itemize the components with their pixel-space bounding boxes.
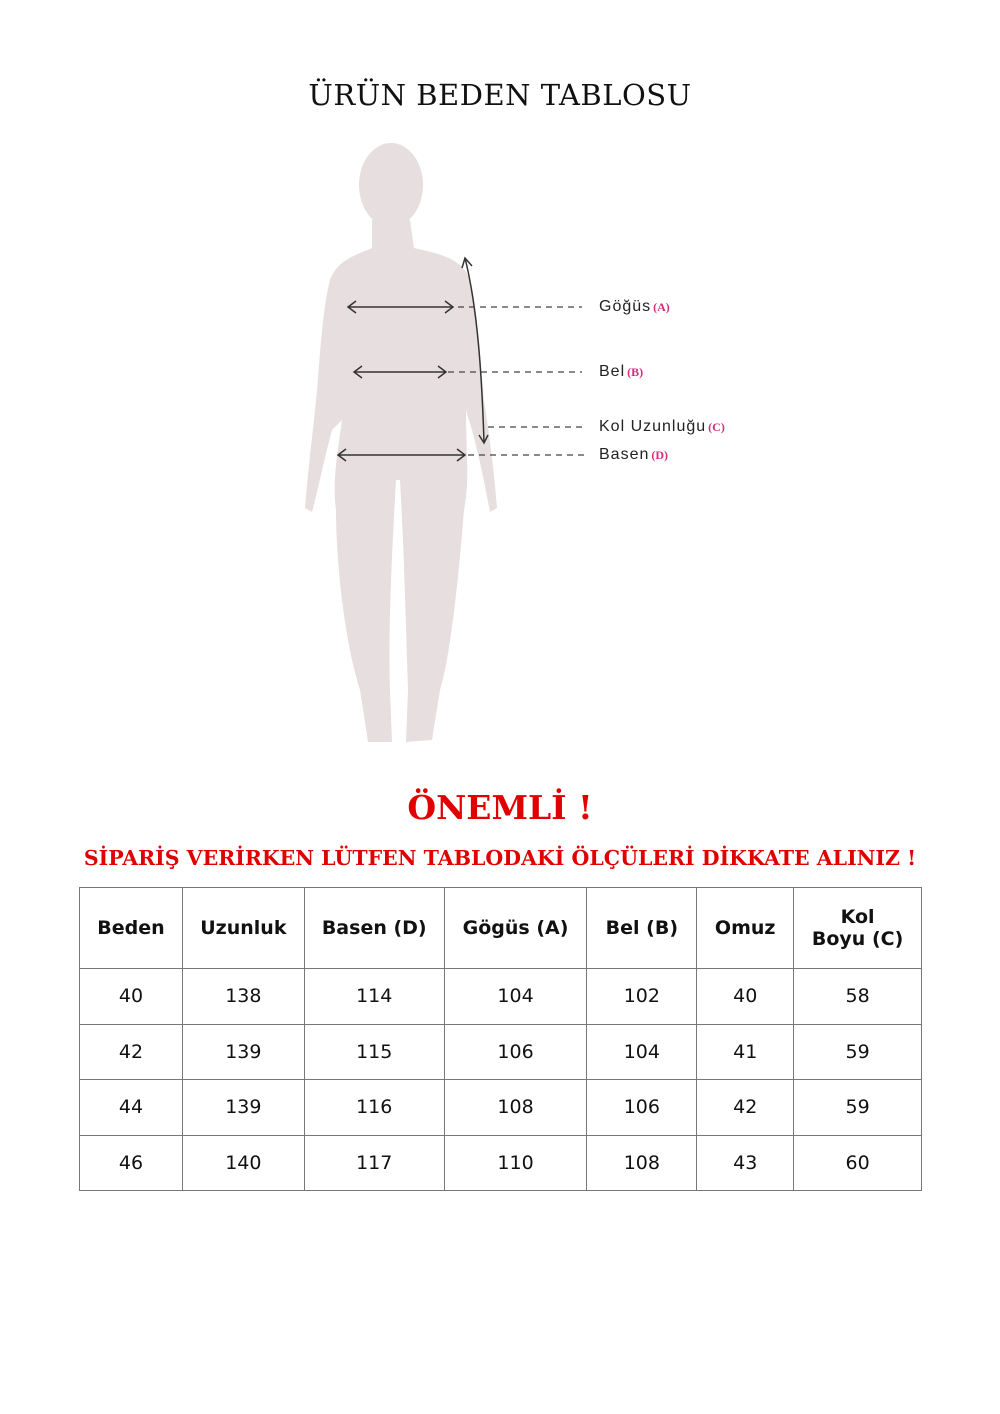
important-heading: ÖNEMLİ ! — [407, 788, 593, 827]
table-cell: 114 — [303, 968, 445, 1025]
label-waist: Bel (B) — [599, 363, 643, 381]
column-header: Uzunluk — [181, 887, 305, 969]
label-hip: Basen (D) — [599, 446, 668, 464]
table-cell: 106 — [443, 1023, 588, 1080]
table-cell: 108 — [443, 1079, 588, 1136]
page-title: ÜRÜN BEDEN TABLOSU — [308, 78, 692, 112]
label-chest: Göğüs (A) — [599, 298, 670, 316]
table-cell: 108 — [586, 1134, 698, 1191]
table-row: 46 140 117 110 108 43 60 — [79, 1134, 922, 1191]
table-cell: 115 — [303, 1023, 445, 1080]
table-cell: 59 — [793, 1023, 922, 1080]
label-text: Bel — [599, 363, 626, 380]
column-header: Gögüs (A) — [443, 887, 588, 969]
label-text: Basen — [599, 446, 650, 463]
column-header: Bel (B) — [586, 887, 698, 969]
table-cell: 117 — [303, 1134, 445, 1191]
table-cell: 42 — [79, 1023, 183, 1080]
label-key: (A) — [653, 300, 670, 314]
body-measurement-diagram — [305, 143, 584, 742]
table-cell: 41 — [696, 1023, 795, 1080]
table-cell: 104 — [443, 968, 588, 1025]
table-row: 40 138 114 104 102 40 58 — [79, 968, 922, 1025]
column-header: Kol Boyu (C) — [793, 887, 922, 969]
column-header: Omuz — [696, 887, 795, 969]
table-cell: 116 — [303, 1079, 445, 1136]
label-key: (D) — [651, 448, 669, 462]
table-cell: 138 — [181, 968, 305, 1025]
label-text: Göğüs — [599, 298, 652, 315]
table-cell: 102 — [586, 968, 698, 1025]
table-cell: 44 — [79, 1079, 183, 1136]
label-key: (C) — [708, 420, 725, 434]
table-cell: 40 — [79, 968, 183, 1025]
sleeve-arrow — [464, 257, 485, 443]
table-cell: 58 — [793, 968, 922, 1025]
table-row: 44 139 116 108 106 42 59 — [79, 1079, 922, 1136]
table-cell: 59 — [793, 1079, 922, 1136]
label-sleeve: Kol Uzunluğu (C) — [599, 418, 725, 436]
table-row: 42 139 115 106 104 41 59 — [79, 1023, 922, 1080]
important-message: SİPARİŞ VERİRKEN LÜTFEN TABLODAKİ ÖLÇÜLE… — [83, 846, 917, 870]
column-header: Basen (D) — [303, 887, 445, 969]
female-silhouette — [305, 143, 497, 742]
table-cell: 106 — [586, 1079, 698, 1136]
table-cell: 42 — [696, 1079, 795, 1136]
label-text: Kol Uzunluğu — [599, 418, 707, 435]
table-cell: 139 — [181, 1023, 305, 1080]
table-cell: 140 — [181, 1134, 305, 1191]
label-key: (B) — [627, 365, 644, 379]
table-cell: 40 — [696, 968, 795, 1025]
table-cell: 43 — [696, 1134, 795, 1191]
size-table: Beden Uzunluk Basen (D) Gögüs (A) Bel (B) Omu… — [79, 887, 922, 1191]
table-cell: 46 — [79, 1134, 183, 1191]
table-header-row: Beden Uzunluk Basen (D) Gögüs (A) Bel (B) Omu… — [79, 887, 922, 969]
column-header: Beden — [79, 887, 183, 969]
table-cell: 104 — [586, 1023, 698, 1080]
table-cell: 60 — [793, 1134, 922, 1191]
table-cell: 139 — [181, 1079, 305, 1136]
table-cell: 110 — [443, 1134, 588, 1191]
